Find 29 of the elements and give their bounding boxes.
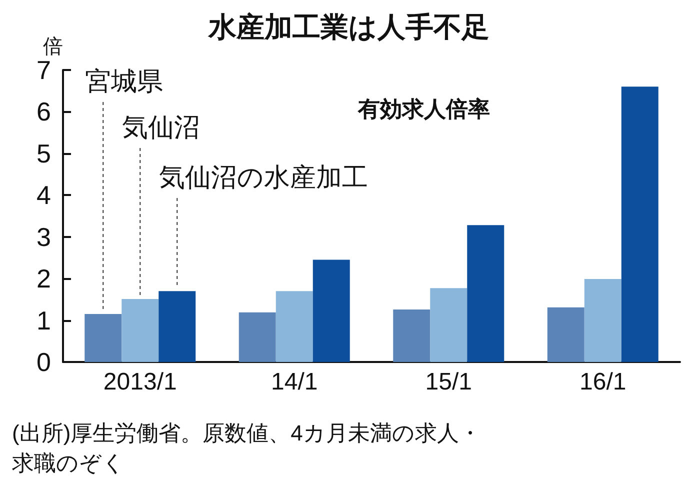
bar xyxy=(122,299,159,362)
bar xyxy=(621,86,658,362)
y-tick-label: 4 xyxy=(36,180,51,210)
text: (出所)厚生労働省。原数値、4カ月未満の求人・求職のぞく xyxy=(12,420,481,476)
chart-title: 水産加工業は人手不足 xyxy=(208,12,490,42)
bar xyxy=(467,225,504,362)
bar xyxy=(584,278,622,362)
bar xyxy=(547,307,584,362)
text: 宮城県 xyxy=(85,66,164,96)
y-tick-label: 3 xyxy=(36,222,51,252)
bar xyxy=(276,291,313,362)
y-tick-label: 5 xyxy=(36,138,51,168)
text: 気仙沼 xyxy=(122,112,200,142)
bar xyxy=(158,291,196,362)
bar xyxy=(312,260,350,362)
bar xyxy=(393,309,430,362)
text: 有効求人倍率 xyxy=(357,96,490,122)
bar xyxy=(84,314,122,362)
bar xyxy=(238,312,276,362)
x-tick-label: 2013/1 xyxy=(103,368,177,396)
x-tick-label: 15/1 xyxy=(425,368,472,396)
text: 気仙沼の水産加工 xyxy=(159,162,368,192)
bar xyxy=(430,288,468,362)
y-tick-label: 6 xyxy=(36,96,51,127)
y-tick-label: 1 xyxy=(36,305,51,336)
x-tick-label: 14/1 xyxy=(271,368,318,396)
x-tick-label: 16/1 xyxy=(580,368,626,396)
y-tick-label: 0 xyxy=(36,347,51,377)
y-tick-label: 2 xyxy=(36,264,51,294)
